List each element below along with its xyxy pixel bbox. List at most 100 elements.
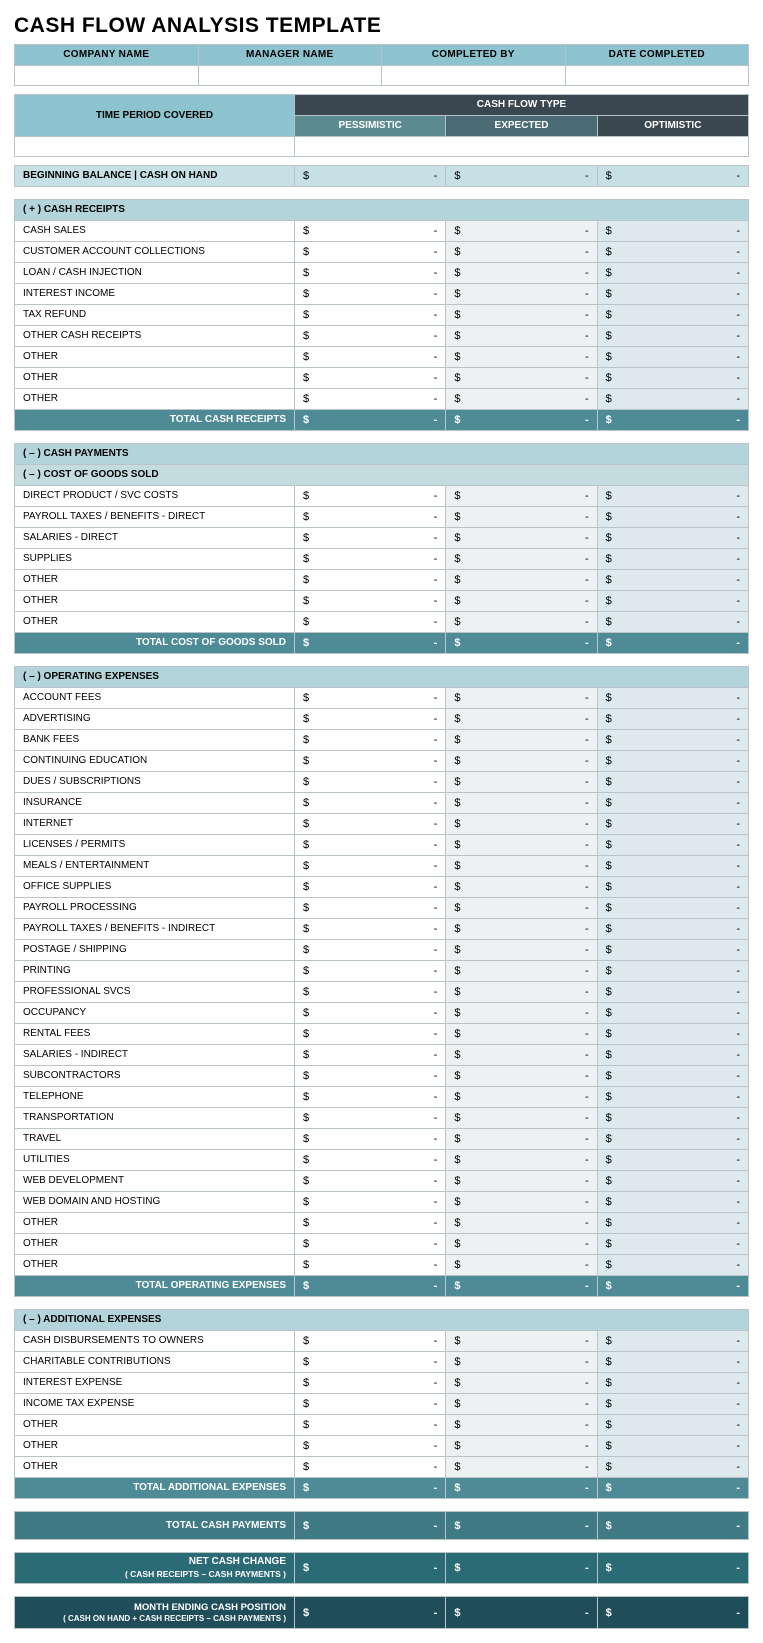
receipts-item-p[interactable]: $- bbox=[295, 389, 446, 410]
opex-item-p[interactable]: $- bbox=[295, 1045, 446, 1066]
cogs-item-p[interactable]: $- bbox=[295, 570, 446, 591]
addl-item-p[interactable]: $- bbox=[295, 1331, 446, 1352]
receipts-item-o[interactable]: $- bbox=[597, 368, 748, 389]
addl-item-e[interactable]: $- bbox=[446, 1352, 597, 1373]
receipts-item-p[interactable]: $- bbox=[295, 305, 446, 326]
cogs-item-p[interactable]: $- bbox=[295, 528, 446, 549]
opex-item-p[interactable]: $- bbox=[295, 793, 446, 814]
cogs-item-e[interactable]: $- bbox=[446, 570, 597, 591]
cogs-item-o[interactable]: $- bbox=[597, 507, 748, 528]
addl-item-p[interactable]: $- bbox=[295, 1436, 446, 1457]
opex-item-e[interactable]: $- bbox=[446, 688, 597, 709]
addl-item-e[interactable]: $- bbox=[446, 1373, 597, 1394]
opex-item-o[interactable]: $- bbox=[597, 1045, 748, 1066]
receipts-item-p[interactable]: $- bbox=[295, 368, 446, 389]
input-time-period[interactable] bbox=[15, 137, 295, 157]
opex-item-e[interactable]: $- bbox=[446, 772, 597, 793]
addl-item-o[interactable]: $- bbox=[597, 1331, 748, 1352]
opex-item-o[interactable]: $- bbox=[597, 709, 748, 730]
addl-item-e[interactable]: $- bbox=[446, 1457, 597, 1478]
opex-item-o[interactable]: $- bbox=[597, 1192, 748, 1213]
opex-item-p[interactable]: $- bbox=[295, 772, 446, 793]
opex-item-o[interactable]: $- bbox=[597, 751, 748, 772]
opex-item-o[interactable]: $- bbox=[597, 898, 748, 919]
begin-pessimistic[interactable]: $- bbox=[295, 166, 446, 187]
opex-item-o[interactable]: $- bbox=[597, 1255, 748, 1276]
begin-optimistic[interactable]: $- bbox=[597, 166, 748, 187]
cogs-item-o[interactable]: $- bbox=[597, 570, 748, 591]
receipts-item-o[interactable]: $- bbox=[597, 389, 748, 410]
receipts-item-e[interactable]: $- bbox=[446, 284, 597, 305]
opex-item-e[interactable]: $- bbox=[446, 919, 597, 940]
addl-item-e[interactable]: $- bbox=[446, 1331, 597, 1352]
cogs-item-o[interactable]: $- bbox=[597, 591, 748, 612]
opex-item-p[interactable]: $- bbox=[295, 1129, 446, 1150]
opex-item-e[interactable]: $- bbox=[446, 982, 597, 1003]
opex-item-e[interactable]: $- bbox=[446, 793, 597, 814]
opex-item-e[interactable]: $- bbox=[446, 898, 597, 919]
opex-item-p[interactable]: $- bbox=[295, 688, 446, 709]
opex-item-o[interactable]: $- bbox=[597, 1213, 748, 1234]
receipts-item-e[interactable]: $- bbox=[446, 263, 597, 284]
addl-item-e[interactable]: $- bbox=[446, 1415, 597, 1436]
cogs-item-e[interactable]: $- bbox=[446, 549, 597, 570]
cogs-item-p[interactable]: $- bbox=[295, 612, 446, 633]
addl-item-o[interactable]: $- bbox=[597, 1352, 748, 1373]
opex-item-o[interactable]: $- bbox=[597, 1150, 748, 1171]
opex-item-p[interactable]: $- bbox=[295, 940, 446, 961]
addl-item-p[interactable]: $- bbox=[295, 1373, 446, 1394]
begin-expected[interactable]: $- bbox=[446, 166, 597, 187]
opex-item-e[interactable]: $- bbox=[446, 1255, 597, 1276]
addl-item-o[interactable]: $- bbox=[597, 1457, 748, 1478]
opex-item-o[interactable]: $- bbox=[597, 919, 748, 940]
opex-item-o[interactable]: $- bbox=[597, 793, 748, 814]
opex-item-p[interactable]: $- bbox=[295, 982, 446, 1003]
opex-item-p[interactable]: $- bbox=[295, 1066, 446, 1087]
cogs-item-e[interactable]: $- bbox=[446, 612, 597, 633]
addl-item-o[interactable]: $- bbox=[597, 1394, 748, 1415]
opex-item-o[interactable]: $- bbox=[597, 1108, 748, 1129]
opex-item-p[interactable]: $- bbox=[295, 709, 446, 730]
opex-item-e[interactable]: $- bbox=[446, 1129, 597, 1150]
cogs-item-o[interactable]: $- bbox=[597, 486, 748, 507]
receipts-item-p[interactable]: $- bbox=[295, 326, 446, 347]
opex-item-e[interactable]: $- bbox=[446, 1045, 597, 1066]
opex-item-e[interactable]: $- bbox=[446, 1150, 597, 1171]
cogs-item-o[interactable]: $- bbox=[597, 528, 748, 549]
opex-item-o[interactable]: $- bbox=[597, 1171, 748, 1192]
addl-item-o[interactable]: $- bbox=[597, 1373, 748, 1394]
input-date[interactable] bbox=[565, 66, 749, 86]
opex-item-o[interactable]: $- bbox=[597, 877, 748, 898]
opex-item-o[interactable]: $- bbox=[597, 1066, 748, 1087]
receipts-item-o[interactable]: $- bbox=[597, 347, 748, 368]
opex-item-o[interactable]: $- bbox=[597, 856, 748, 877]
receipts-item-p[interactable]: $- bbox=[295, 221, 446, 242]
receipts-item-e[interactable]: $- bbox=[446, 221, 597, 242]
opex-item-o[interactable]: $- bbox=[597, 814, 748, 835]
opex-item-p[interactable]: $- bbox=[295, 856, 446, 877]
opex-item-p[interactable]: $- bbox=[295, 1171, 446, 1192]
opex-item-e[interactable]: $- bbox=[446, 835, 597, 856]
opex-item-e[interactable]: $- bbox=[446, 814, 597, 835]
opex-item-o[interactable]: $- bbox=[597, 940, 748, 961]
opex-item-e[interactable]: $- bbox=[446, 1213, 597, 1234]
opex-item-p[interactable]: $- bbox=[295, 919, 446, 940]
opex-item-p[interactable]: $- bbox=[295, 877, 446, 898]
opex-item-o[interactable]: $- bbox=[597, 1024, 748, 1045]
cogs-item-p[interactable]: $- bbox=[295, 507, 446, 528]
cogs-item-p[interactable]: $- bbox=[295, 591, 446, 612]
opex-item-p[interactable]: $- bbox=[295, 1003, 446, 1024]
receipts-item-o[interactable]: $- bbox=[597, 221, 748, 242]
opex-item-e[interactable]: $- bbox=[446, 940, 597, 961]
opex-item-e[interactable]: $- bbox=[446, 1066, 597, 1087]
opex-item-o[interactable]: $- bbox=[597, 1087, 748, 1108]
addl-item-o[interactable]: $- bbox=[597, 1415, 748, 1436]
receipts-item-o[interactable]: $- bbox=[597, 284, 748, 305]
receipts-item-e[interactable]: $- bbox=[446, 347, 597, 368]
addl-item-p[interactable]: $- bbox=[295, 1415, 446, 1436]
opex-item-p[interactable]: $- bbox=[295, 751, 446, 772]
receipts-item-o[interactable]: $- bbox=[597, 242, 748, 263]
cogs-item-p[interactable]: $- bbox=[295, 486, 446, 507]
opex-item-p[interactable]: $- bbox=[295, 1024, 446, 1045]
opex-item-e[interactable]: $- bbox=[446, 856, 597, 877]
